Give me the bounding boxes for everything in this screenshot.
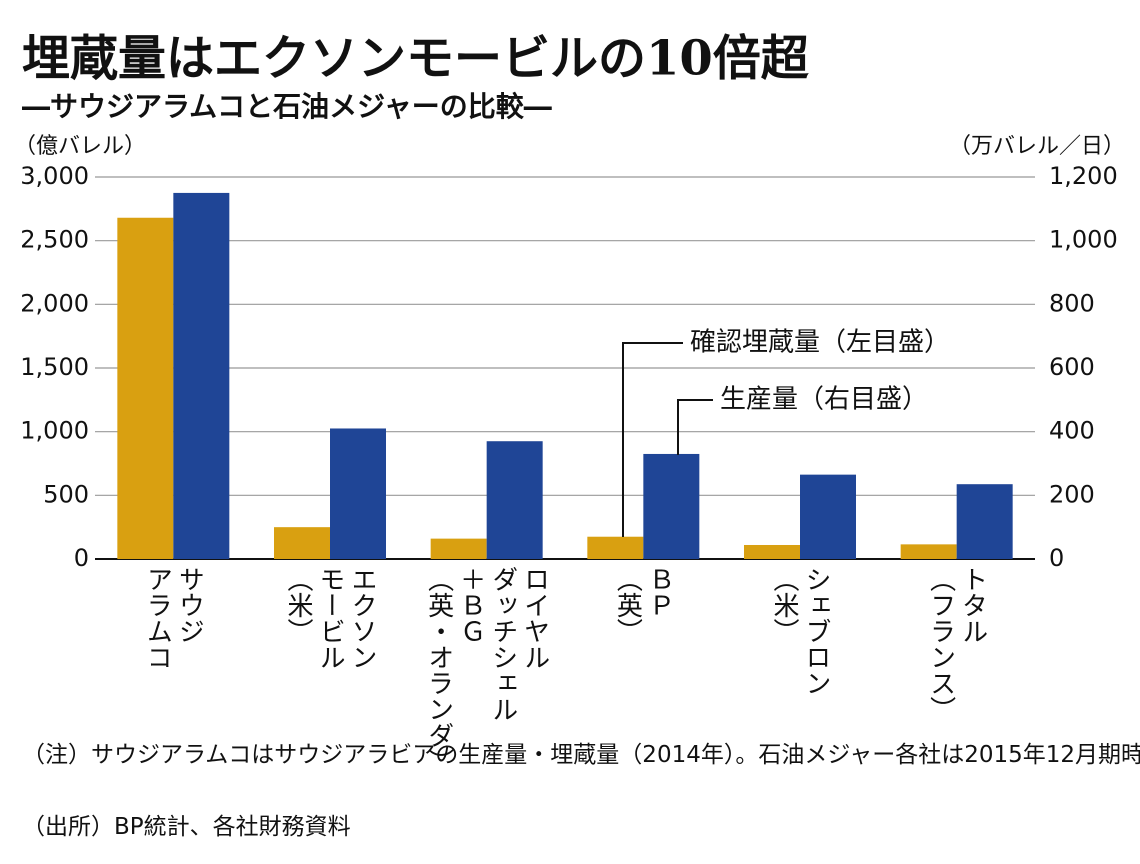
y2-tick-label: 600 bbox=[1049, 353, 1095, 381]
bar bbox=[486, 441, 543, 559]
y2-tick-label: 200 bbox=[1049, 480, 1095, 508]
x-tick-label: ＢＰ （英） bbox=[612, 566, 675, 644]
y-tick-label: 1,000 bbox=[20, 417, 89, 445]
annotation: 確認埋蔵量（左目盛） bbox=[690, 328, 950, 358]
leader-line bbox=[622, 342, 683, 537]
y-tick-label: 0 bbox=[74, 544, 89, 572]
y-tick-label: 3,000 bbox=[20, 162, 89, 190]
note: （注）サウジアラムコはサウジアラビアの生産量・埋蔵量（2014年）。石油メジャー… bbox=[22, 742, 1140, 768]
y2-tick-label: 1,000 bbox=[1049, 226, 1118, 254]
y-tick-label: 1,500 bbox=[20, 353, 89, 381]
x-tick-label: サウジ アラムコ bbox=[142, 566, 205, 670]
bar bbox=[643, 453, 700, 559]
annotation: 生産量（右目盛） bbox=[720, 385, 928, 415]
bar bbox=[900, 544, 957, 559]
y-tick-label: 2,500 bbox=[20, 226, 89, 254]
y-tick-label: 2,000 bbox=[20, 289, 89, 317]
x-tick-label: ロイヤル ダッチシェル ＋ＢＧ （英・オランダ） bbox=[423, 566, 550, 774]
bar bbox=[173, 192, 230, 559]
bar bbox=[274, 527, 330, 559]
chart-subtitle: ―サウジアラムコと石油メジャーの比較― bbox=[22, 90, 552, 123]
bar bbox=[956, 484, 1013, 559]
y-tick-label: 500 bbox=[43, 480, 89, 508]
bar bbox=[330, 428, 386, 559]
x-tick-label: エクソン モービル （米） bbox=[283, 566, 377, 670]
x-tick-label: シェブロン （米） bbox=[769, 566, 831, 696]
y2-tick-label: 1,200 bbox=[1049, 162, 1118, 190]
y2-tick-label: 800 bbox=[1049, 289, 1095, 317]
source: （出所）BP統計、各社財務資料 bbox=[22, 814, 351, 840]
y2-axis-label: （万バレル／日） bbox=[949, 134, 1125, 159]
y-axis-label: （億バレル） bbox=[14, 134, 146, 159]
x-tick-label: トタル （フランス） bbox=[925, 566, 988, 722]
bar bbox=[744, 544, 800, 559]
chart-title: 埋蔵量はエクソンモービルの10倍超 bbox=[22, 31, 810, 87]
y2-tick-label: 400 bbox=[1049, 417, 1095, 445]
y2-tick-label: 0 bbox=[1049, 544, 1064, 572]
bar bbox=[430, 538, 487, 559]
bar bbox=[800, 474, 856, 559]
bar bbox=[587, 536, 644, 559]
bar bbox=[117, 217, 174, 559]
leader-line bbox=[677, 399, 713, 455]
